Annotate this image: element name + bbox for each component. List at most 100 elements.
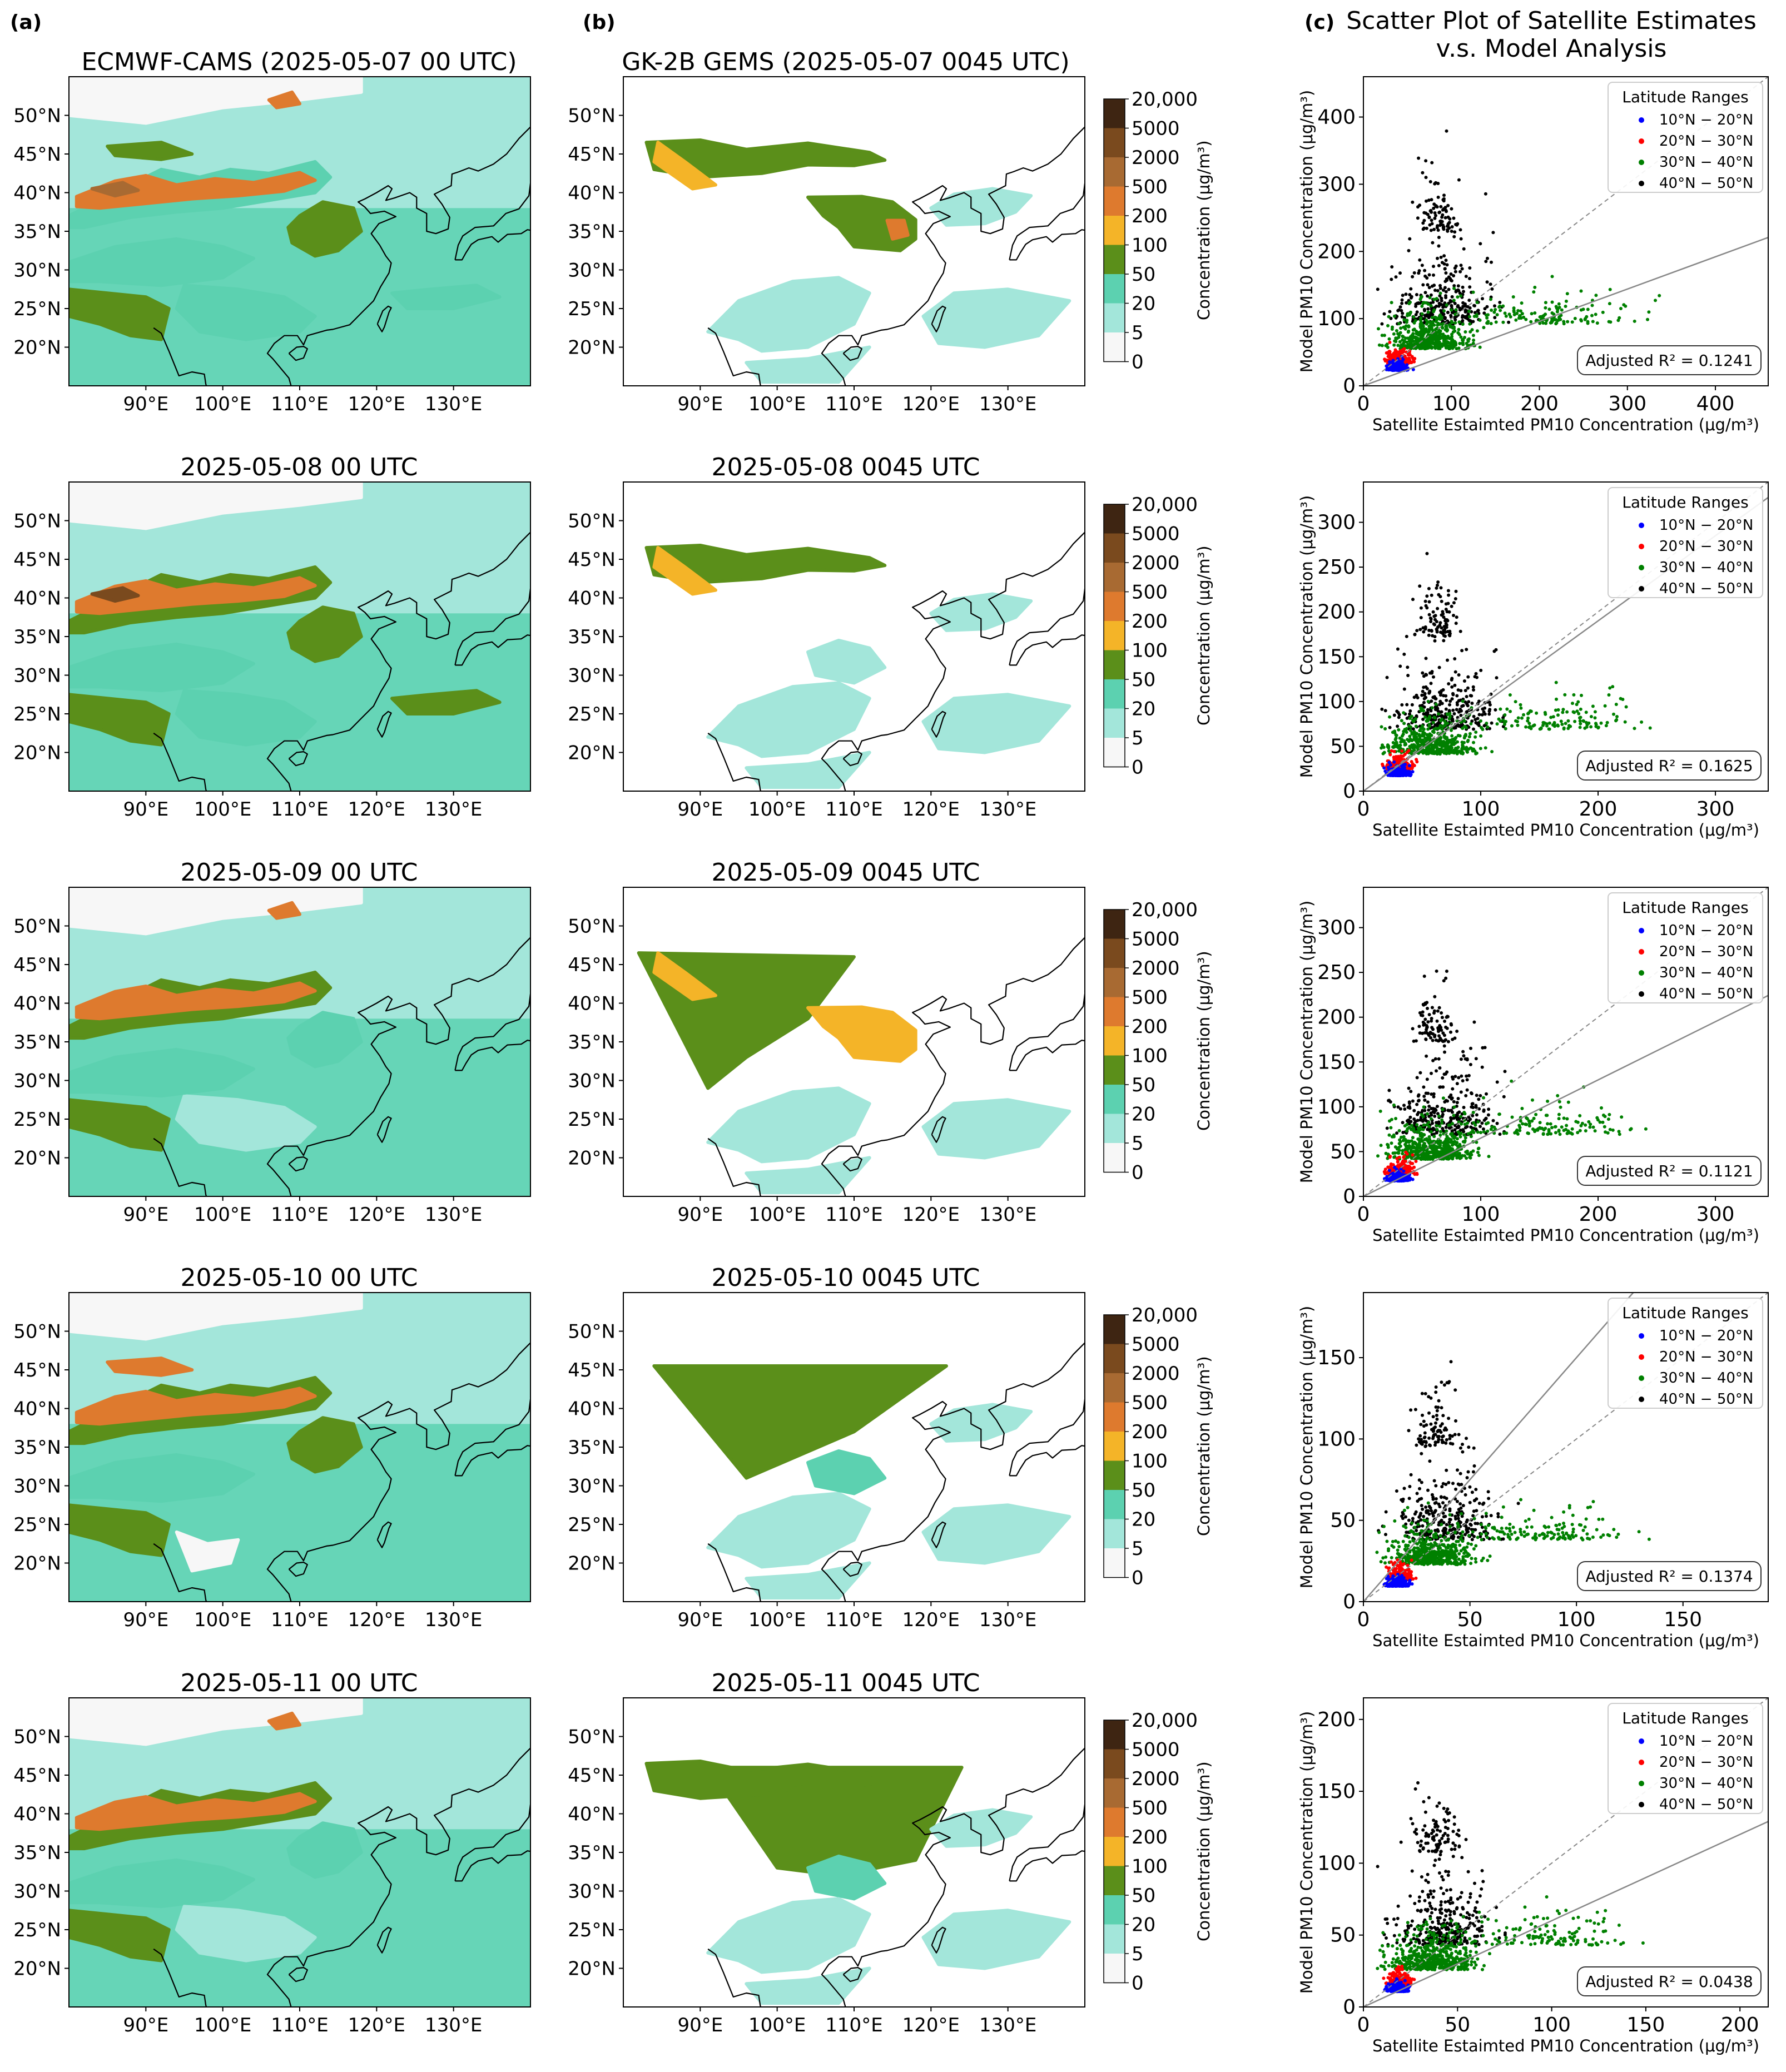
scatter-point <box>1467 319 1471 322</box>
scatter-point <box>1442 624 1446 628</box>
coastline <box>376 1116 392 1143</box>
scatter-point <box>1396 1160 1400 1164</box>
scatter-point <box>1440 702 1444 705</box>
scatter-point <box>1420 322 1424 326</box>
scatter-point <box>1502 1095 1506 1099</box>
scatter-point <box>1538 1121 1542 1125</box>
scatter-point <box>1465 341 1469 345</box>
scatter-point <box>1462 679 1466 683</box>
scatter-point <box>1445 1129 1448 1133</box>
scatter-point <box>1479 734 1483 738</box>
colorbar-swatch <box>1104 1085 1125 1114</box>
scatter-point <box>1456 295 1460 299</box>
colorbar-level-label: 100 <box>1132 235 1168 257</box>
scatter-point <box>1422 630 1426 634</box>
scatter-point <box>1426 320 1430 324</box>
scatter-point <box>1456 222 1460 226</box>
scatter-point <box>1424 301 1428 305</box>
scatter-point <box>1435 335 1438 339</box>
scatter-point <box>1519 316 1523 320</box>
scatter-point <box>1552 318 1556 322</box>
scatter-point <box>1471 334 1475 337</box>
scatter-point <box>1434 743 1438 746</box>
scatter-point <box>1474 1105 1478 1109</box>
lon-tick-label: 110°E <box>825 798 882 821</box>
scatter-point <box>1430 1107 1433 1110</box>
scatter-point <box>1442 979 1446 983</box>
r2-annotation: Adjusted R² = 0.1625 <box>1585 757 1753 775</box>
contour-region-satEast <box>921 1098 1071 1160</box>
scatter-point <box>1411 1142 1415 1145</box>
lat-tick-label: 45°N <box>13 143 61 166</box>
scatter-point <box>1482 724 1486 728</box>
scatter-point <box>1430 1144 1433 1147</box>
scatter-point <box>1497 717 1501 721</box>
lon-tick-label: 100°E <box>748 1204 806 1226</box>
scatter-point <box>1392 749 1396 753</box>
scatter-point <box>1474 731 1478 734</box>
scatter-point <box>1418 203 1422 207</box>
scatter-point <box>1400 719 1403 723</box>
scatter-point <box>1475 1113 1479 1117</box>
scatter-point <box>1541 723 1545 727</box>
scatter-point <box>1387 1133 1391 1137</box>
scatter-point <box>1435 969 1438 973</box>
scatter-point <box>1453 1140 1457 1144</box>
scatter-point <box>1440 1016 1444 1020</box>
scatter-point <box>1478 345 1482 349</box>
scatter-point <box>1397 335 1401 339</box>
scatter-point <box>1427 628 1431 632</box>
scatter-point <box>1465 695 1469 698</box>
colorbar-swatch <box>1104 679 1125 709</box>
scatter-point <box>1495 313 1499 317</box>
scatter-point <box>1423 347 1427 351</box>
scatter-point <box>1546 1122 1550 1126</box>
scatter-point <box>1456 284 1460 288</box>
scatter-point <box>1426 333 1430 337</box>
scatter-point <box>1438 291 1442 295</box>
scatter-point <box>1405 1140 1408 1144</box>
scatter-point <box>1442 629 1446 633</box>
scatter-point <box>1413 342 1417 346</box>
scatter-point <box>1560 722 1564 726</box>
scatter-point <box>1452 712 1456 715</box>
colorbar-level-label: 0 <box>1132 757 1144 779</box>
scatter-point <box>1520 716 1524 720</box>
scatter-point <box>1443 634 1447 638</box>
scatter-point <box>1474 752 1478 756</box>
scatter-point <box>1562 322 1566 326</box>
coastline <box>153 126 530 386</box>
legend-entry-label: 30°N − 40°N <box>1659 559 1753 576</box>
scatter-point <box>1421 171 1425 175</box>
lat-tick-label: 35°N <box>13 221 61 243</box>
legend-marker <box>1639 117 1644 123</box>
scatter-point <box>1383 1167 1387 1171</box>
scatter-point <box>1422 1003 1426 1007</box>
scatter-point <box>1578 1114 1582 1117</box>
scatter-point <box>1431 1039 1435 1042</box>
scatter-point <box>1438 1133 1442 1137</box>
scatter-point <box>1383 1171 1387 1175</box>
scatter-point <box>1440 1121 1444 1125</box>
scatter-point <box>1451 1037 1455 1041</box>
scatter-point <box>1435 297 1438 301</box>
satellite-map-panel: 50°N45°N40°N35°N30°N25°N20°N90°E 100°E 110… <box>568 887 1085 1226</box>
scatter-point <box>1599 721 1603 725</box>
scatter-point <box>1444 1137 1448 1141</box>
scatter-point <box>1450 1140 1453 1144</box>
scatter-point <box>1461 319 1465 322</box>
contour-region-satNWsw <box>652 141 717 191</box>
scatter-point <box>1387 315 1391 319</box>
scatter-point <box>1430 198 1433 202</box>
scatter-point <box>1608 686 1612 690</box>
scatter-point <box>1594 312 1598 316</box>
scatter-point <box>1396 769 1400 773</box>
scatter-point <box>1584 710 1588 714</box>
scatter-point <box>1408 709 1412 713</box>
scatter-point <box>1517 1124 1521 1127</box>
scatter-point <box>1443 286 1447 290</box>
scatter-point <box>1438 703 1442 707</box>
scatter-point <box>1427 215 1431 219</box>
scatter-point <box>1448 715 1452 718</box>
scatter-point <box>1421 283 1425 287</box>
